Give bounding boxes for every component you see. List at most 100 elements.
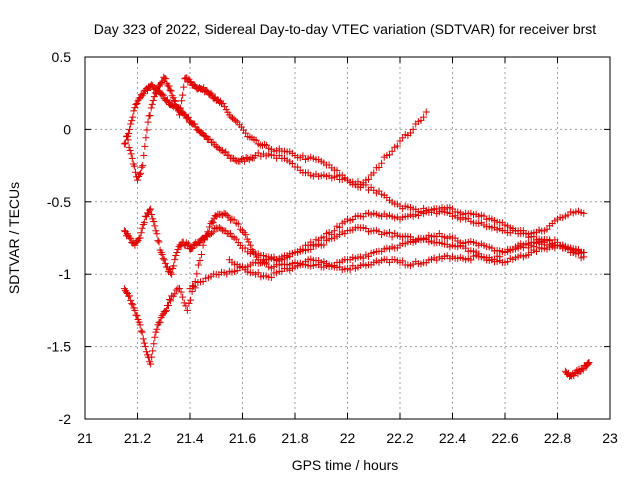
data-point bbox=[299, 152, 307, 160]
data-point bbox=[234, 220, 242, 228]
data-point bbox=[148, 210, 156, 218]
data-point bbox=[232, 117, 240, 125]
data-point bbox=[226, 229, 234, 237]
x-tick-label: 22.4 bbox=[439, 430, 466, 446]
data-point bbox=[241, 244, 249, 252]
data-point bbox=[133, 312, 141, 320]
data-point bbox=[135, 95, 143, 103]
data-point bbox=[580, 248, 588, 256]
data-point bbox=[172, 286, 180, 294]
data-points bbox=[120, 73, 593, 380]
data-point bbox=[152, 227, 160, 235]
data-point bbox=[129, 113, 137, 121]
data-point bbox=[154, 237, 162, 245]
data-point bbox=[222, 210, 230, 218]
data-point bbox=[166, 265, 174, 273]
data-point bbox=[187, 296, 195, 304]
data-point bbox=[136, 321, 144, 329]
data-point bbox=[127, 234, 135, 242]
data-point bbox=[386, 228, 393, 236]
data-point bbox=[288, 160, 296, 168]
x-tick-label: 21.6 bbox=[229, 430, 256, 446]
data-point bbox=[177, 104, 185, 112]
data-point bbox=[584, 360, 592, 368]
data-point bbox=[146, 112, 154, 120]
data-point bbox=[179, 91, 187, 99]
data-point bbox=[145, 209, 153, 217]
data-point bbox=[215, 145, 223, 153]
data-point bbox=[399, 257, 407, 265]
data-point bbox=[138, 163, 146, 171]
data-point bbox=[148, 81, 156, 89]
x-tick-label: 22.6 bbox=[491, 430, 518, 446]
y-axis-label: SDTVAR / TECUs bbox=[6, 182, 22, 294]
data-point bbox=[151, 333, 159, 341]
data-point bbox=[124, 136, 132, 144]
data-point bbox=[140, 152, 148, 160]
data-point bbox=[193, 270, 201, 278]
data-point bbox=[365, 175, 372, 183]
data-point bbox=[165, 82, 173, 90]
data-point bbox=[155, 238, 163, 246]
data-point bbox=[251, 250, 259, 258]
data-point bbox=[189, 244, 197, 252]
data-point bbox=[393, 142, 401, 150]
data-point bbox=[254, 269, 262, 277]
data-point bbox=[180, 110, 188, 118]
data-point bbox=[131, 306, 139, 314]
data-point bbox=[241, 157, 249, 165]
y-tick-label: -2 bbox=[59, 411, 72, 427]
data-point bbox=[171, 256, 179, 264]
data-point bbox=[151, 222, 159, 230]
data-point bbox=[219, 226, 227, 234]
x-axis-label: GPS time / hours bbox=[292, 457, 399, 473]
data-point bbox=[127, 120, 135, 128]
data-point bbox=[159, 255, 167, 263]
data-point bbox=[172, 103, 180, 111]
data-point bbox=[139, 335, 147, 343]
data-point bbox=[120, 140, 128, 148]
data-point bbox=[171, 290, 179, 298]
data-point bbox=[158, 251, 166, 259]
data-point bbox=[207, 89, 215, 97]
data-point bbox=[172, 252, 180, 260]
data-point bbox=[150, 218, 158, 226]
data-point bbox=[267, 274, 275, 282]
data-point bbox=[126, 292, 134, 300]
data-point bbox=[307, 245, 315, 253]
data-point bbox=[202, 232, 210, 240]
data-point bbox=[543, 225, 551, 233]
data-point bbox=[128, 300, 136, 308]
data-point bbox=[201, 132, 209, 140]
data-point bbox=[180, 83, 188, 91]
chart-title: Day 323 of 2022, Sidereal Day-to-day VTE… bbox=[94, 21, 596, 37]
data-point bbox=[166, 296, 174, 304]
data-point bbox=[137, 229, 145, 237]
y-tick-label: 0 bbox=[63, 121, 71, 137]
data-point bbox=[579, 366, 587, 374]
data-point bbox=[179, 293, 187, 301]
data-point bbox=[162, 306, 170, 314]
data-point bbox=[183, 114, 191, 122]
data-point bbox=[126, 147, 134, 155]
data-point bbox=[221, 103, 229, 111]
data-point bbox=[125, 130, 133, 138]
data-point bbox=[141, 142, 149, 150]
data-point bbox=[168, 270, 176, 278]
data-point bbox=[120, 227, 128, 235]
data-point bbox=[225, 151, 233, 159]
y-tick-label: -1 bbox=[59, 266, 72, 282]
data-point bbox=[138, 224, 146, 232]
data-point bbox=[428, 208, 435, 216]
data-point bbox=[173, 248, 181, 256]
data-point bbox=[131, 168, 139, 176]
data-point bbox=[160, 256, 168, 264]
data-point bbox=[147, 205, 155, 213]
data-point bbox=[204, 228, 212, 236]
data-point bbox=[246, 241, 254, 249]
data-point bbox=[138, 328, 146, 336]
data-point bbox=[320, 241, 328, 249]
data-point bbox=[122, 288, 130, 296]
data-point bbox=[152, 328, 160, 336]
data-point bbox=[219, 100, 227, 108]
